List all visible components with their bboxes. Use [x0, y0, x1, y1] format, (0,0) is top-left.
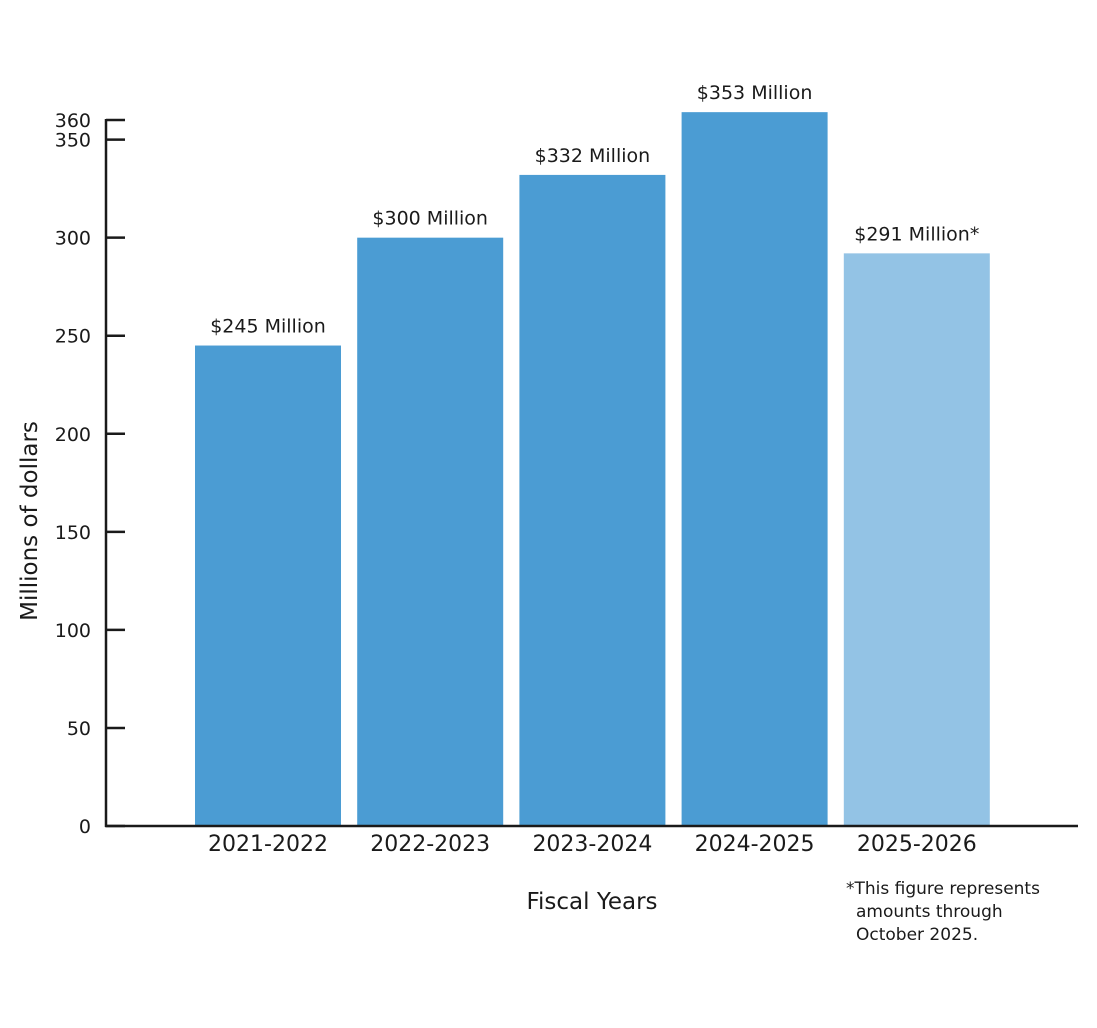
- bar-value-label: $300 Million: [372, 208, 488, 230]
- x-category-label: 2022-2023: [370, 832, 490, 857]
- bar-value-label: $353 Million: [697, 82, 813, 104]
- footnote: *This figure represents amounts through …: [846, 879, 1045, 945]
- bar-2022-2023: [357, 237, 504, 826]
- bar-value-label: $291 Million*: [854, 223, 979, 245]
- x-axis-category-labels: 2021-2022 2022-2023 2023-2024 2024-2025 2025…: [208, 832, 977, 857]
- y-tick-label: 100: [55, 620, 91, 642]
- y-tick-label: 360: [55, 110, 91, 132]
- y-tick-label: 0: [79, 816, 91, 838]
- bar-2025-2026: [843, 253, 990, 826]
- bar-value-label: $245 Million: [210, 316, 326, 338]
- bar-2021-2022: [195, 345, 341, 826]
- bar-value-labels: $245 Million $300 Million $332 Million $353…: [210, 82, 979, 337]
- bars: [195, 112, 990, 826]
- x-category-label: 2025-2026: [857, 832, 977, 857]
- x-category-label: 2024-2025: [695, 832, 815, 857]
- y-tick-label: 300: [55, 228, 91, 250]
- x-category-label: 2023-2024: [532, 832, 652, 857]
- bar-value-label: $332 Million: [535, 145, 651, 167]
- bar-2023-2024: [519, 174, 666, 826]
- y-tick-label: 200: [55, 424, 91, 446]
- y-tick-label: 50: [67, 718, 91, 740]
- x-axis-title: Fiscal Years: [526, 889, 657, 915]
- y-axis-title: Millions of dollars: [17, 421, 43, 621]
- bar-2024-2025: [681, 112, 828, 826]
- y-tick-label: 250: [55, 326, 91, 348]
- y-tick-label: 150: [55, 522, 91, 544]
- x-category-label: 2021-2022: [208, 832, 328, 857]
- footnote-line-1: *This figure represents: [846, 879, 1040, 899]
- footnote-line-3: October 2025.: [856, 925, 978, 945]
- y-tick-label: 350: [55, 130, 91, 152]
- footnote-line-2: amounts through: [856, 902, 1003, 922]
